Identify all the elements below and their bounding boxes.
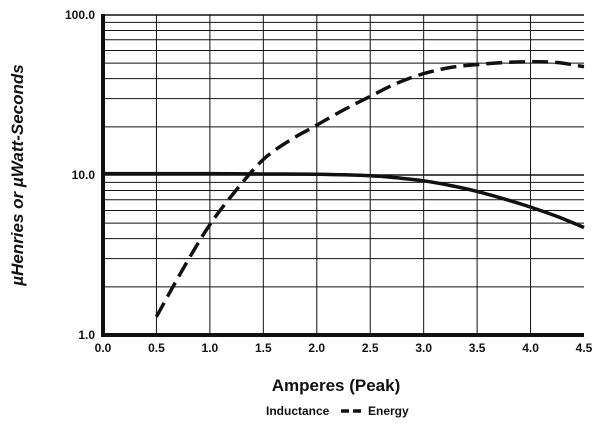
series-line-energy [154, 60, 585, 318]
y-axis-title: µHenries or µWatt-Seconds [8, 64, 27, 286]
x-tick-label: 4.5 [576, 341, 593, 355]
legend: Inductance Energy [266, 404, 409, 418]
tick-labels: 0.0 0.5 1.0 1.5 2.0 2.5 3.0 3.5 4.0 4.5 1.0 10.0 100… [65, 8, 593, 355]
y-tick-label: 100.0 [65, 8, 95, 22]
x-tick-label: 1.5 [255, 341, 272, 355]
x-tick-label: 0.5 [148, 341, 165, 355]
x-tick-label: 3.0 [415, 341, 432, 355]
x-tick-label: 2.5 [362, 341, 379, 355]
axes [101, 14, 584, 337]
x-tick-label: 3.5 [469, 341, 486, 355]
series-layer [103, 60, 585, 318]
x-tick-label: 1.0 [202, 341, 219, 355]
x-axis-title: Amperes (Peak) [272, 376, 401, 395]
legend-label-inductance: Inductance [266, 404, 330, 418]
legend-label-energy: Energy [368, 404, 409, 418]
y-tick-label: 1.0 [78, 328, 95, 342]
x-tick-label: 2.0 [308, 341, 325, 355]
series-line-inductance [103, 171, 585, 230]
x-tick-label: 4.0 [522, 341, 539, 355]
y-tick-label: 10.0 [72, 168, 96, 182]
x-tick-label: 0.0 [95, 341, 112, 355]
